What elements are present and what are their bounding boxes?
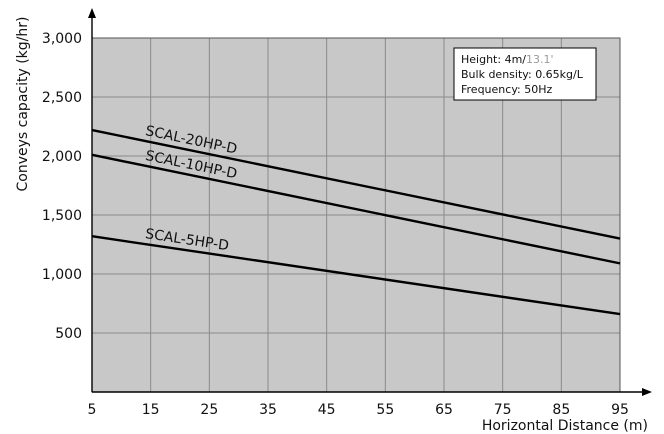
series-line-scal-10hp-d (91, 153, 621, 265)
x-axis-title: Horizontal Distance (m) (482, 418, 648, 434)
axes (88, 8, 652, 396)
y-axis-arrow-icon (88, 8, 96, 18)
info-label: Height: (461, 53, 505, 66)
info-line-height: Height: 4m/13.1' (461, 53, 554, 66)
series-line-scal-5hp-d (91, 235, 621, 316)
info-box: Height: 4m/13.1' Bulk density: 0.65kg/L Fr… (453, 47, 597, 101)
x-tick-label-25: 25 (200, 402, 218, 418)
y-tick-label-3000: 3,000 (42, 31, 82, 47)
info-value: 4m/ (505, 53, 527, 66)
info-line-bulk-density: Bulk density: 0.65kg/L (461, 68, 584, 81)
x-axis-arrow-icon (642, 388, 652, 396)
info-label: Bulk density: (461, 68, 535, 81)
x-tick-label-35: 35 (259, 402, 277, 418)
y-tick-label-500: 500 (55, 326, 82, 342)
x-tick-label-5: 5 (88, 402, 97, 418)
info-value-muted: 13.1' (526, 53, 554, 66)
info-label: Frequency: (461, 83, 524, 96)
series-line-scal-20hp-d (91, 128, 621, 240)
x-tick-label-55: 55 (376, 402, 394, 418)
x-tick-label-95: 95 (611, 402, 629, 418)
x-tick-label-65: 65 (435, 402, 453, 418)
info-value: 50Hz (524, 83, 552, 96)
tick-labels: 5 15 25 35 45 55 65 75 85 95 500 1,000 1,500 2,000 2,5… (42, 31, 629, 418)
x-tick-label-75: 75 (494, 402, 512, 418)
y-tick-label-1000: 1,000 (42, 267, 82, 283)
y-axis-title: Conveys capacity (kg/hr) (15, 17, 31, 192)
x-tick-label-45: 45 (318, 402, 336, 418)
info-box-frame (453, 47, 597, 101)
y-tick-label-1500: 1,500 (42, 208, 82, 224)
info-value: 0.65kg/L (535, 68, 584, 81)
info-line-frequency: Frequency: 50Hz (461, 83, 553, 96)
x-tick-label-85: 85 (552, 402, 570, 418)
y-tick-label-2500: 2,500 (42, 90, 82, 106)
y-tick-label-2000: 2,000 (42, 149, 82, 165)
x-tick-label-15: 15 (142, 402, 160, 418)
